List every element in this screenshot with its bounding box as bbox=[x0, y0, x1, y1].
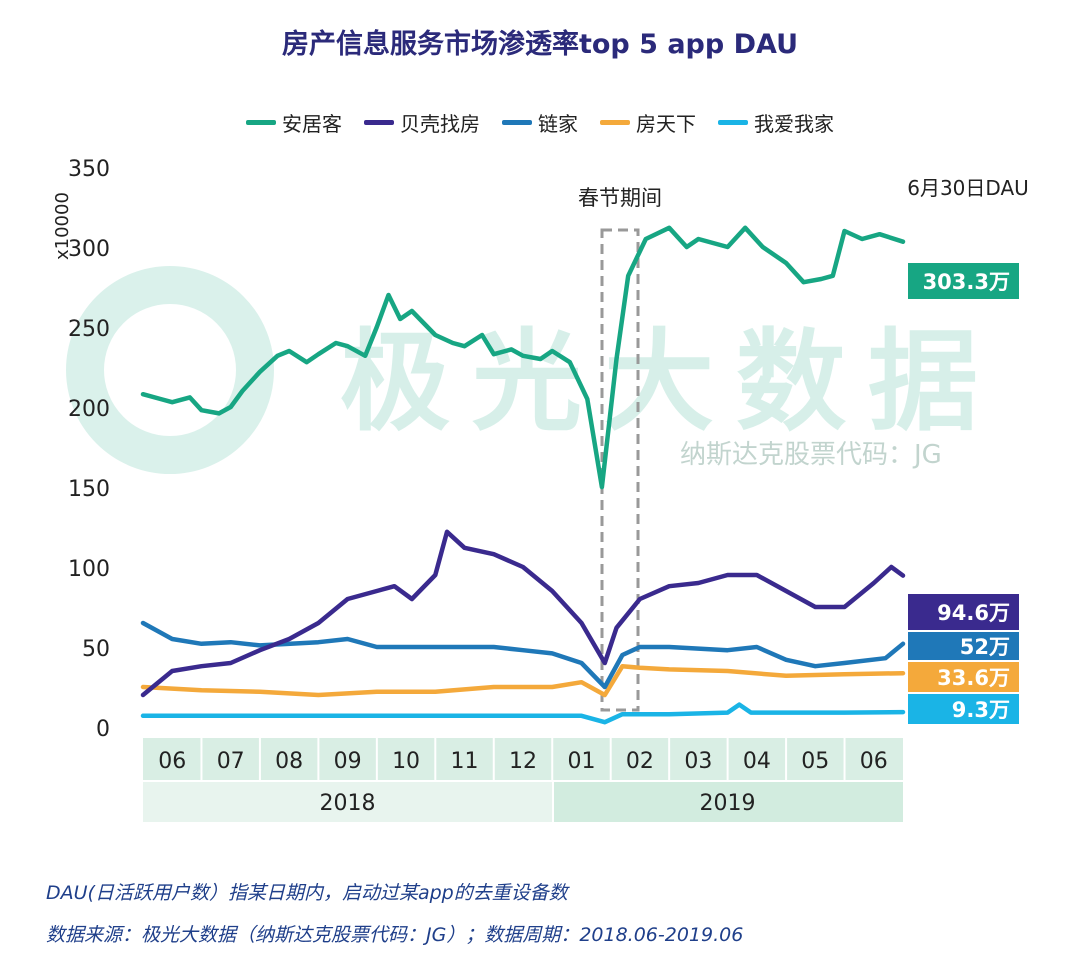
y-tick-label: 150 bbox=[68, 477, 110, 502]
x-tick-label: 06 bbox=[158, 749, 186, 774]
year-label: 2019 bbox=[700, 791, 756, 816]
legend-swatch bbox=[246, 120, 276, 125]
end-label-value: 33.6万 bbox=[937, 666, 1010, 690]
y-tick-label: 250 bbox=[68, 317, 110, 342]
x-tick-label: 03 bbox=[684, 749, 712, 774]
chart-title: 房产信息服务市场渗透率top 5 app DAU bbox=[281, 29, 799, 60]
year-label: 2018 bbox=[320, 791, 376, 816]
legend: 安居客 贝壳找房 链家 房天下 我爱我家 bbox=[0, 108, 1080, 137]
year-band-2018 bbox=[143, 782, 552, 822]
legend-swatch bbox=[502, 120, 532, 125]
series-line-房天下 bbox=[140, 663, 906, 698]
x-tick-label: 01 bbox=[567, 749, 595, 774]
legend-item: 我爱我家 bbox=[718, 108, 834, 137]
end-label-value: 303.3万 bbox=[923, 270, 1010, 294]
legend-label: 房天下 bbox=[636, 112, 696, 136]
y-tick-label: 350 bbox=[68, 157, 110, 182]
legend-item: 安居客 bbox=[246, 108, 342, 137]
end-label-box bbox=[908, 662, 1019, 692]
end-label-box bbox=[908, 263, 1019, 299]
legend-swatch bbox=[600, 120, 630, 125]
legend-item: 房天下 bbox=[600, 108, 696, 137]
watermark-ring-icon bbox=[66, 266, 274, 474]
y-axis-label: x10000 bbox=[52, 192, 73, 260]
series-line-我爱我家 bbox=[140, 702, 906, 725]
footer-definition: DAU(日活跃用户数）指某日期内，启动过某app的去重设备数 bbox=[46, 882, 568, 904]
x-tick-label: 09 bbox=[334, 749, 362, 774]
x-tick-label: 06 bbox=[860, 749, 888, 774]
watermark-subtext: 纳斯达克股票代码：JG bbox=[680, 440, 942, 470]
annotation-label: 春节期间 bbox=[578, 186, 662, 210]
legend-item: 链家 bbox=[502, 108, 578, 137]
legend-label: 我爱我家 bbox=[754, 112, 834, 136]
legend-label: 贝壳找房 bbox=[400, 112, 480, 136]
spring-festival-box bbox=[600, 228, 640, 712]
legend-item: 贝壳找房 bbox=[364, 108, 480, 137]
legend-label: 链家 bbox=[538, 112, 578, 136]
y-tick-label: 300 bbox=[68, 237, 110, 262]
end-label-box bbox=[908, 694, 1019, 724]
x-tick-label: 05 bbox=[801, 749, 829, 774]
legend-swatch bbox=[364, 120, 394, 125]
series-line-贝壳找房 bbox=[140, 529, 906, 698]
legend-label: 安居客 bbox=[282, 112, 342, 136]
end-label-title: 6月30日DAU bbox=[907, 176, 1029, 200]
end-label-value: 52万 bbox=[960, 635, 1010, 659]
x-tick-label: 07 bbox=[217, 749, 245, 774]
x-tick-label: 12 bbox=[509, 749, 537, 774]
end-label-box bbox=[908, 594, 1019, 630]
x-tick-label: 10 bbox=[392, 749, 420, 774]
x-tick-label: 11 bbox=[451, 749, 479, 774]
y-tick-label: 100 bbox=[68, 557, 110, 582]
end-label-box bbox=[908, 632, 1019, 660]
x-tick-label: 08 bbox=[275, 749, 303, 774]
y-tick-label: 50 bbox=[82, 637, 110, 662]
year-band-2019 bbox=[554, 782, 903, 822]
x-tick-label: 02 bbox=[626, 749, 654, 774]
watermark-logo bbox=[66, 266, 274, 474]
end-label-value: 9.3万 bbox=[952, 698, 1010, 722]
y-tick-label: 0 bbox=[96, 717, 110, 742]
x-tick-label: 04 bbox=[743, 749, 771, 774]
y-tick-label: 200 bbox=[68, 397, 110, 422]
footer-source: 数据来源：极光大数据（纳斯达克股票代码：JG）；数据周期：2018.06-201… bbox=[46, 924, 744, 946]
end-label-value: 94.6万 bbox=[937, 601, 1010, 625]
series-line-链家 bbox=[140, 620, 906, 690]
series-line-安居客 bbox=[140, 225, 906, 490]
legend-swatch bbox=[718, 120, 748, 125]
month-band bbox=[143, 738, 903, 780]
